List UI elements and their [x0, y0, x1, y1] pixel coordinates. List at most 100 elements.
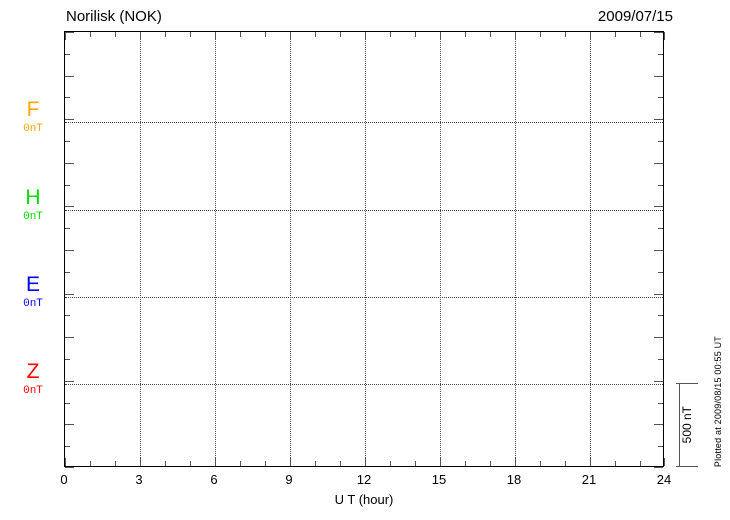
y-axis-tick-right — [654, 467, 663, 468]
y-axis-tick — [65, 424, 74, 426]
scale-bar — [676, 383, 698, 467]
x-tick-label: 15 — [431, 472, 447, 487]
x-axis-tick — [265, 461, 266, 466]
component-value-e: 0nT — [23, 298, 43, 310]
x-axis-tick-top — [290, 32, 291, 40]
x-axis-tick-top — [365, 32, 366, 40]
x-axis-tick — [140, 458, 141, 466]
x-axis-tick — [615, 461, 616, 466]
x-axis-tick-top — [640, 32, 641, 37]
x-axis-tick — [590, 458, 591, 466]
grid-line-vertical — [365, 32, 366, 466]
x-axis-tick-top — [465, 32, 466, 37]
x-axis-tick-top — [265, 32, 266, 37]
grid-line-vertical — [215, 32, 216, 466]
y-axis-tick-right — [658, 402, 663, 404]
plot-frame — [64, 31, 665, 468]
x-axis-tick-top — [140, 32, 141, 40]
component-letter-h: H — [25, 186, 41, 209]
x-axis-tick-top — [515, 32, 516, 40]
x-axis-tick-top — [65, 32, 66, 40]
baseline-z — [65, 384, 663, 385]
x-axis-tick — [515, 458, 516, 466]
x-axis-tick-top — [165, 32, 166, 37]
component-letter-e: E — [25, 273, 40, 296]
baseline-e — [65, 297, 663, 298]
x-tick-label: 12 — [356, 472, 372, 487]
x-axis-tick — [540, 461, 541, 466]
y-axis-tick-right — [654, 380, 663, 382]
plot-date: 2009/07/15 — [597, 8, 673, 25]
y-axis-tick — [65, 337, 74, 339]
x-axis-tick — [90, 461, 91, 466]
scale-bar-label: 500 nT — [678, 383, 696, 467]
y-axis-tick — [65, 141, 70, 142]
y-axis-tick-right — [658, 53, 663, 55]
component-label-f: F 0nT — [6, 99, 60, 136]
x-axis-tick-top — [190, 32, 191, 37]
x-axis-tick — [115, 461, 116, 466]
scale-bar-stem — [679, 383, 680, 467]
y-axis-tick — [65, 446, 70, 448]
y-axis-tick — [65, 467, 74, 468]
y-axis-tick-right — [658, 315, 663, 317]
y-axis-tick-right — [658, 228, 663, 230]
x-axis-tick — [190, 461, 191, 466]
y-axis-tick — [65, 402, 70, 404]
component-label-h: H 0nT — [6, 187, 60, 224]
x-axis-tick — [290, 458, 291, 466]
y-axis-tick — [65, 184, 70, 186]
y-axis-tick — [65, 206, 74, 208]
x-axis-tick-top — [540, 32, 541, 37]
component-letter-z: Z — [26, 360, 40, 383]
x-axis-tick — [340, 461, 341, 466]
x-axis-tick-top — [440, 32, 441, 40]
x-axis-tick — [390, 461, 391, 466]
x-tick-label: 9 — [285, 472, 293, 487]
y-axis-tick-right — [658, 97, 663, 99]
y-axis-tick-right — [658, 271, 663, 273]
x-axis-tick-top — [490, 32, 491, 37]
component-label-e: E 0nT — [6, 274, 60, 311]
x-axis-tick-top — [215, 32, 216, 40]
y-axis-tick-right — [654, 250, 663, 251]
grid-line-vertical — [140, 32, 141, 466]
x-axis-title: U T (hour) — [334, 492, 394, 507]
x-axis-tick-top — [565, 32, 566, 37]
x-axis-tick — [465, 461, 466, 466]
x-axis-tick — [65, 458, 66, 466]
plotted-timestamp: Plotted at 2009/08/15 00:55 UT — [710, 336, 726, 476]
grid-line-vertical — [590, 32, 591, 466]
grid-line-vertical — [515, 32, 516, 466]
y-axis-tick — [65, 359, 70, 360]
x-axis-tick-top — [90, 32, 91, 37]
x-axis-tick-top — [415, 32, 416, 37]
component-label-z: Z 0nT — [6, 361, 60, 398]
y-axis-tick-right — [654, 119, 663, 121]
component-value-f: 0nT — [23, 123, 43, 135]
y-axis-tick — [65, 250, 74, 251]
x-axis-tick-top — [615, 32, 616, 37]
baseline-h — [65, 210, 663, 211]
x-tick-label: 24 — [656, 472, 672, 487]
y-axis-tick-right — [654, 206, 663, 208]
y-axis-tick — [65, 162, 74, 164]
component-value-z: 0nT — [23, 385, 43, 397]
grid-line-vertical — [440, 32, 441, 466]
x-tick-label: 0 — [60, 472, 68, 487]
x-axis-tick — [215, 458, 216, 466]
scale-bar-label-text: 500 nT — [680, 406, 694, 444]
x-axis-tick-top — [340, 32, 341, 37]
baseline-f — [65, 122, 663, 123]
x-tick-label: 6 — [210, 472, 218, 487]
x-axis-tick — [640, 461, 641, 466]
y-axis-tick — [65, 97, 70, 99]
x-axis-tick — [565, 461, 566, 466]
x-axis-tick-top — [664, 32, 665, 40]
page-title: Norilisk (NOK) — [66, 8, 162, 25]
y-axis-tick-right — [654, 32, 663, 33]
x-axis-tick-top — [115, 32, 116, 37]
scale-bar-bottom-cap — [676, 466, 698, 467]
y-axis-tick — [65, 380, 74, 382]
